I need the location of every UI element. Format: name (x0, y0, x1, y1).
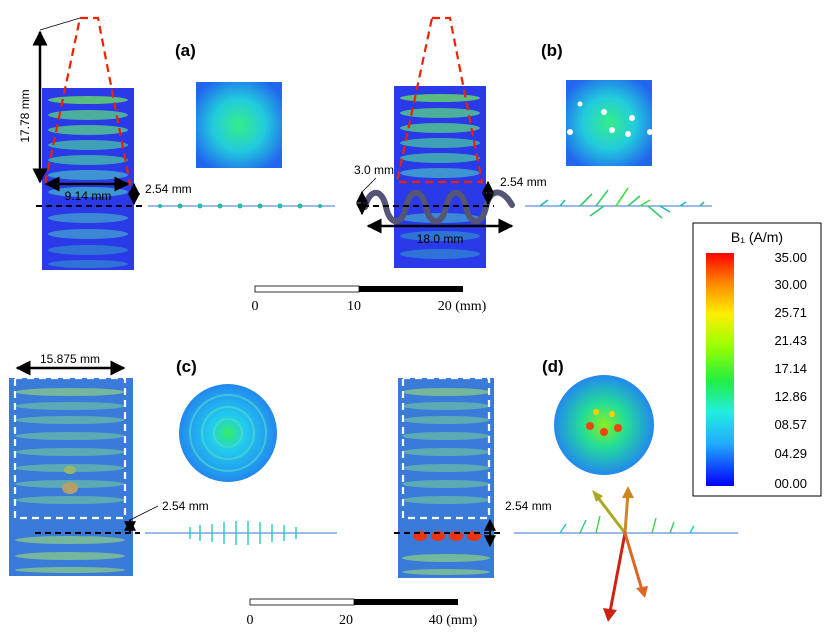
length-label-b: 18.0 mm (417, 232, 464, 246)
legend-value-6: 08.57 (774, 417, 807, 432)
gap-label-b: 2.54 mm (500, 175, 547, 189)
arrow-markers-a (158, 203, 322, 209)
legend-value-1: 30.00 (774, 277, 807, 292)
field-map-b (394, 86, 486, 268)
height-leader-top-a (39, 17, 81, 31)
height-label-a: 17.78 mm (18, 89, 32, 142)
panel-label-b: (b) (541, 41, 563, 60)
field-stripes-d (402, 388, 490, 575)
legend-value-7: 04.29 (774, 446, 807, 461)
hotspots-cross-section-d (586, 409, 622, 436)
gap-label-c: 2.54 mm (162, 499, 209, 513)
legend-title: B₁ (A/m) (731, 229, 783, 245)
cross-section-a (196, 82, 282, 168)
legend-value-0: 35.00 (774, 250, 807, 265)
field-stripes-c (15, 388, 125, 573)
legend-value-8: 00.00 (774, 476, 807, 491)
panel-label-c: (c) (176, 357, 197, 376)
rings-c (189, 394, 267, 472)
coil-dia-label: 3.0 mm (354, 163, 394, 177)
panel-a: 17.78 mm 9.14 mm 2.54 mm (a) (18, 16, 335, 270)
scalebar-top: 0 10 20 (mm) (252, 285, 487, 314)
large-field-vectors-d (592, 486, 648, 622)
panel-label-a: (a) (175, 41, 196, 60)
arrow-markers-b (539, 187, 705, 219)
gap-label-a: 2.54 mm (145, 182, 192, 196)
scalebar-bottom-tick-2: 40 (mm) (429, 613, 478, 628)
scalebar-top-tick-1: 10 (347, 299, 361, 314)
legend-value-2: 25.71 (774, 305, 807, 320)
white-dashed-outline-d (401, 376, 491, 520)
arrow-markers-d (559, 515, 695, 534)
white-dashed-outline-c (13, 376, 127, 520)
coil-dots-b (567, 101, 653, 137)
cross-section-d (554, 375, 654, 475)
cross-section-b (566, 80, 652, 166)
legend-value-3: 21.43 (774, 333, 807, 348)
field-map-d (398, 378, 494, 578)
width-label-a: 9.14 mm (65, 189, 112, 203)
scalebar-top-tick-0: 0 (252, 299, 259, 314)
panel-d: 2.54 mm (d) (394, 357, 738, 622)
color-legend: B₁ (A/m) 35.00 30.00 25.71 21.43 17.14 1… (692, 222, 822, 497)
coil-dia-leader (361, 177, 377, 193)
gap-leader-c (129, 505, 159, 521)
scalebar-bottom-tick-1: 20 (339, 613, 353, 628)
panel-c: 15.875 mm 2.54 mm (c) (9, 352, 337, 576)
field-stripes-b (400, 94, 480, 259)
legend-value-4: 17.14 (774, 361, 807, 376)
scalebar-top-tick-2: 20 (mm) (438, 299, 487, 314)
width-label-c: 15.875 mm (40, 352, 100, 366)
legend-value-5: 12.86 (774, 389, 807, 404)
panel-b: 3.0 mm 2.54 mm 18.0 mm (b) (354, 16, 712, 268)
scalebar-bottom-tick-0: 0 (247, 613, 254, 628)
scalebar-bottom: 0 20 40 (mm) (247, 598, 478, 628)
gap-label-d: 2.54 mm (505, 499, 552, 513)
arrow-markers-c (189, 521, 297, 545)
legend-colorbar (706, 253, 734, 486)
panel-label-d: (d) (542, 357, 564, 376)
cross-section-c (179, 384, 277, 482)
field-map-a (42, 88, 134, 270)
